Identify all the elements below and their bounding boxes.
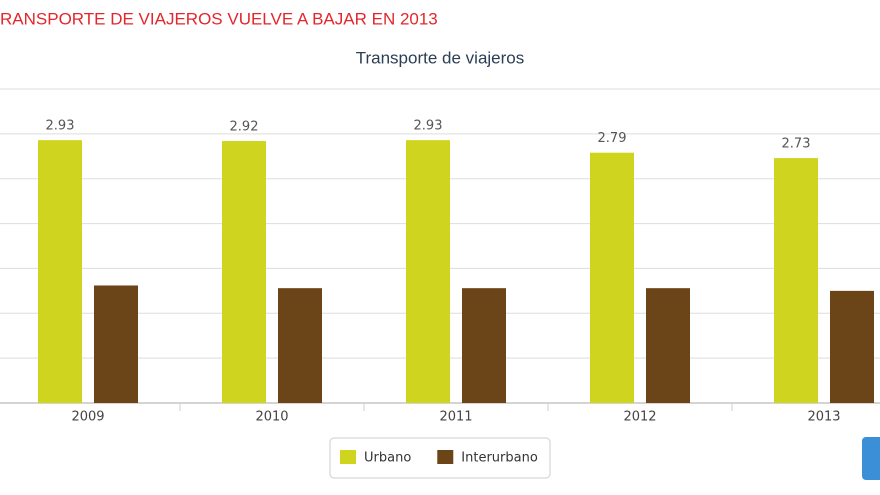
chart-title: Transporte de viajeros bbox=[356, 48, 525, 67]
x-tick-label: 2013 bbox=[807, 410, 840, 425]
data-label: 2.79 bbox=[598, 131, 627, 146]
bar bbox=[830, 290, 874, 403]
bar bbox=[38, 140, 82, 403]
x-tick-label: 2009 bbox=[71, 410, 104, 425]
legend-label: Interurbano bbox=[461, 451, 538, 466]
bar bbox=[278, 288, 322, 403]
bar bbox=[462, 288, 506, 403]
legend-swatch bbox=[437, 450, 454, 464]
bar bbox=[774, 158, 818, 403]
x-tick-label: 2012 bbox=[623, 410, 656, 425]
data-label: 2.92 bbox=[230, 120, 259, 135]
bar bbox=[94, 285, 138, 403]
x-tick-label: 2011 bbox=[439, 410, 472, 425]
legend-label: Urbano bbox=[364, 451, 411, 466]
legend-swatch bbox=[340, 450, 356, 464]
button[interactable] bbox=[862, 437, 880, 480]
bar bbox=[406, 140, 450, 403]
bar bbox=[222, 141, 266, 403]
data-label: 2.93 bbox=[46, 119, 75, 134]
x-tick-label: 2010 bbox=[255, 410, 288, 425]
page-title: RANSPORTE DE VIAJEROS VUELVE A BAJAR EN … bbox=[0, 9, 438, 28]
bar bbox=[590, 152, 634, 403]
bar bbox=[646, 288, 690, 403]
data-label: 2.73 bbox=[782, 137, 811, 152]
data-label: 2.93 bbox=[414, 119, 443, 134]
